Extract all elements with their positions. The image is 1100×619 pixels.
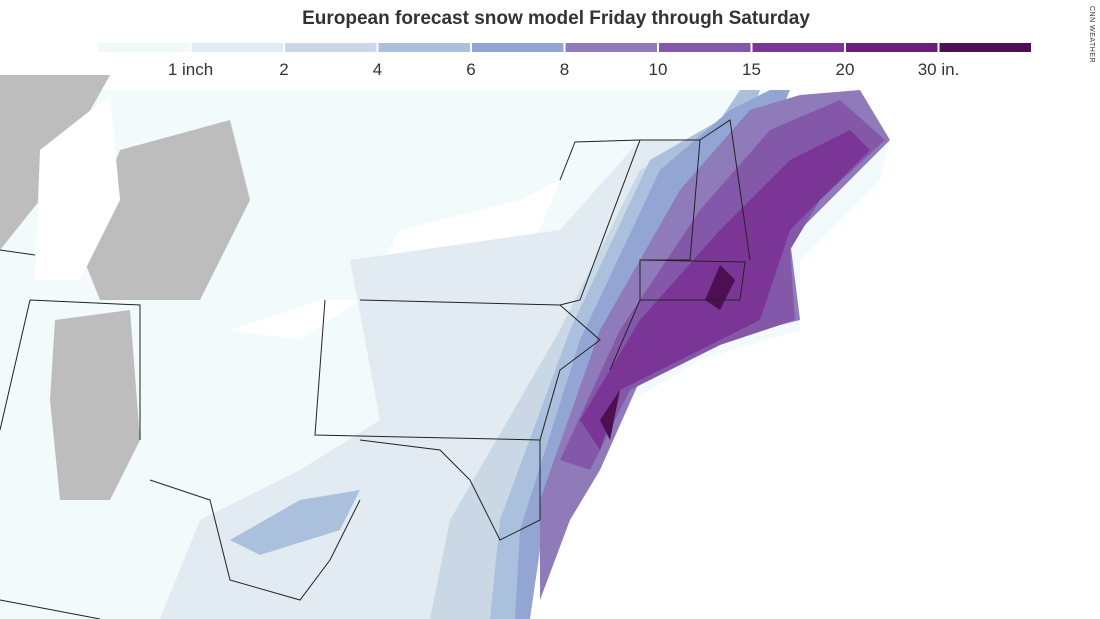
header-bg	[0, 0, 1100, 75]
legend-swatch	[846, 43, 938, 52]
legend-swatch	[98, 43, 190, 52]
indiana-gray	[50, 310, 140, 500]
border-ma-ct	[609, 259, 746, 371]
legend-label: 10	[649, 60, 668, 79]
legend-swatch	[378, 43, 470, 52]
legend-label: 4	[373, 60, 382, 79]
michigan-gray	[80, 120, 250, 300]
legend-swatch	[752, 43, 844, 52]
legend-swatch	[659, 43, 751, 52]
border-me	[699, 119, 751, 261]
map-area	[0, 75, 1100, 619]
band-2	[160, 140, 700, 619]
credit: CNN WEATHER	[1088, 6, 1095, 63]
legend-label: 15	[742, 60, 761, 79]
legend-swatch	[191, 43, 283, 52]
legend-label: 8	[560, 60, 569, 79]
band-30	[600, 265, 735, 440]
legend-swatch	[472, 43, 564, 52]
lake-erie	[230, 300, 360, 340]
border-wv	[149, 479, 361, 601]
legend-label: 2	[279, 60, 288, 79]
border-midwest	[0, 249, 141, 440]
band-6-west	[230, 490, 360, 555]
legend-swatch	[565, 43, 657, 52]
lake-michigan	[35, 95, 120, 280]
border-south	[0, 599, 101, 619]
legend-swatch	[285, 43, 377, 52]
legend: 1 inch 2 4 6 8 10 15 20 30 in.	[98, 43, 1031, 79]
state-borders	[0, 119, 751, 619]
border-md	[359, 439, 541, 541]
legend-swatch	[939, 43, 1031, 52]
legend-label: 1 inch	[168, 60, 213, 79]
title: European forecast snow model Friday thro…	[302, 8, 810, 29]
legend-label: 6	[466, 60, 475, 79]
legend-label: 20	[836, 60, 855, 79]
border-vt-nh	[639, 139, 701, 300]
legend-label: 30 in.	[918, 60, 960, 79]
